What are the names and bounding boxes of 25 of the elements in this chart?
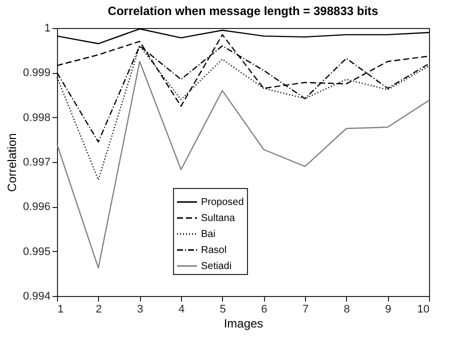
y-tick-label: 0.994 [22, 290, 50, 302]
y-tick-label: 0.996 [22, 201, 50, 214]
y-tick-label: 1 [44, 22, 50, 34]
x-tick-label: 10 [417, 304, 430, 316]
legend-label: Proposed [201, 197, 244, 208]
x-tick-label: 9 [385, 304, 392, 316]
y-tick-label: 0.999 [22, 67, 50, 80]
chart-title: Correlation when message length = 398833 bits [108, 4, 379, 18]
x-tick-label: 2 [96, 304, 102, 316]
legend-label: Sultana [201, 213, 236, 224]
y-tick-label: 0.995 [22, 246, 50, 258]
legend-label: Rasol [201, 245, 227, 256]
y-tick-label: 0.998 [22, 112, 50, 124]
x-tick-label: 4 [178, 304, 185, 316]
y-tick-label: 0.997 [22, 156, 50, 168]
x-tick-label: 8 [344, 304, 350, 316]
y-axis-title: Correlation [4, 133, 19, 192]
x-tick-label: 1 [58, 304, 64, 316]
x-tick-label: 5 [220, 304, 226, 316]
legend-label: Setiadi [201, 261, 232, 272]
x-tick-label: 6 [261, 304, 268, 316]
legend-label: Bai [201, 229, 216, 240]
x-axis-title: Images [224, 316, 264, 330]
x-tick-label: 3 [137, 304, 144, 316]
x-tick-label: 7 [302, 304, 309, 316]
